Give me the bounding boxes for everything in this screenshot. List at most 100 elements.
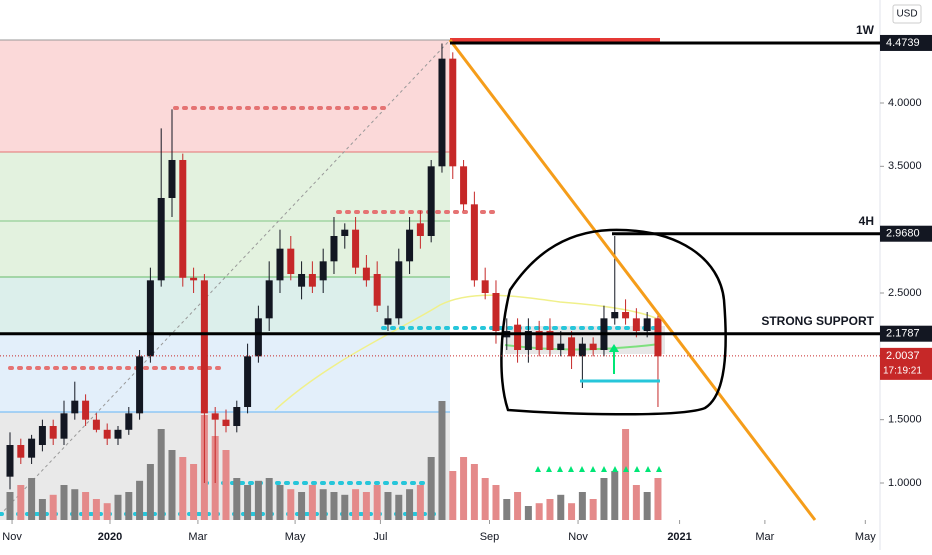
- volume-bar: [6, 492, 14, 520]
- volume-bar: [233, 478, 241, 520]
- level-annotation: 1W: [856, 23, 875, 37]
- volume-bar: [222, 450, 230, 520]
- candle-body: [395, 261, 403, 319]
- volume-bar: [319, 489, 327, 520]
- volume-bar: [362, 492, 370, 520]
- volume-bar: [49, 494, 57, 520]
- candle-body: [114, 429, 122, 439]
- volume-bar: [265, 478, 273, 520]
- volume-bar: [395, 494, 403, 520]
- candle-body: [319, 261, 327, 281]
- currency-box: [892, 4, 922, 24]
- y-tick-label: 3.5000: [888, 160, 922, 172]
- volume-bar: [492, 485, 500, 520]
- candle-body: [438, 58, 446, 167]
- volume-bar: [179, 457, 187, 520]
- candle-body: [168, 159, 176, 198]
- candle-body: [308, 273, 316, 287]
- candle-body: [654, 318, 662, 357]
- candle-body: [632, 318, 640, 332]
- level-annotation: 4H: [859, 214, 874, 228]
- volume-bar: [589, 499, 597, 520]
- volume-bar: [632, 485, 640, 520]
- volume-bar: [600, 478, 608, 520]
- volume-bar: [276, 485, 284, 520]
- highlight: [450, 38, 660, 42]
- volume-bar: [92, 499, 100, 520]
- volume-bar: [352, 489, 360, 520]
- candle-body: [406, 229, 414, 262]
- volume-bar: [514, 492, 522, 520]
- volume-bar: [546, 499, 554, 520]
- x-tick-label: 2020: [98, 531, 122, 543]
- candle-body: [92, 419, 100, 430]
- candle-body: [82, 400, 90, 420]
- volume-bar: [114, 494, 122, 520]
- last-price-label: 2.0037: [886, 350, 920, 362]
- candle-body: [449, 58, 457, 167]
- zone: [0, 40, 450, 152]
- volume-bar: [136, 480, 144, 520]
- y-tick-label: 4.0000: [888, 97, 922, 109]
- overlay: 4.0000 3.5000 2.5000 1.5000 1.0000 Nov 2020 Mar…: [0, 23, 932, 543]
- x-tick-label: May: [285, 531, 306, 543]
- x-tick-label: May: [855, 531, 876, 543]
- candle-body: [49, 426, 57, 439]
- volume-bar: [125, 492, 133, 520]
- volume-bar: [373, 485, 381, 520]
- candle-body: [514, 324, 522, 351]
- candle-body: [578, 343, 586, 357]
- price-label: 2.1787: [886, 328, 920, 340]
- volume-bar: [622, 429, 630, 520]
- volume-bar: [578, 492, 586, 520]
- volume-bar: [654, 478, 662, 520]
- candle-body: [384, 318, 392, 325]
- x-tick-label: Nov: [2, 531, 22, 543]
- candle-body: [589, 343, 597, 351]
- price-label-box: [880, 325, 932, 342]
- candle-body: [265, 280, 273, 319]
- candle-body: [179, 159, 187, 278]
- candle-body: [276, 248, 284, 281]
- candle-body: [233, 407, 241, 427]
- y-tick-label: 2.5000: [888, 287, 922, 299]
- candle-body: [28, 438, 36, 458]
- volume-bar: [524, 506, 532, 520]
- candle-body: [352, 229, 360, 268]
- volume-bar: [38, 499, 46, 520]
- x-tick-label: Mar: [188, 531, 207, 543]
- candle-body: [254, 318, 262, 357]
- x-tick-label: Sep: [480, 531, 500, 543]
- triangles: [535, 466, 662, 472]
- volume-bar: [503, 499, 511, 520]
- volume-bar: [643, 492, 651, 520]
- trend-line: [448, 39, 817, 521]
- x-tick-label: Mar: [755, 531, 774, 543]
- volume-bar: [384, 492, 392, 520]
- candle-body: [470, 204, 478, 281]
- candle-body: [481, 280, 489, 293]
- volume-bar: [287, 489, 295, 520]
- fib-zones: [0, 39, 451, 520]
- level-annotation: STRONG SUPPORT: [761, 314, 874, 328]
- volume-bar: [341, 494, 349, 520]
- candle-body: [524, 331, 532, 351]
- volume-bar: [427, 457, 435, 520]
- candle-body: [460, 166, 468, 205]
- volume-bar: [449, 471, 457, 520]
- volume-bar: [470, 464, 478, 520]
- x-tick-label: 2021: [667, 531, 691, 543]
- volume-bar: [460, 457, 468, 520]
- candle-body: [535, 331, 543, 351]
- volume-bar: [535, 503, 543, 520]
- volume-bar: [71, 489, 79, 520]
- price-label: 4.4739: [886, 37, 920, 49]
- volume-bar: [244, 485, 252, 520]
- candle-body: [287, 248, 295, 274]
- volume-bar: [17, 485, 25, 520]
- diagonal: [0, 39, 451, 516]
- price-label-box: [880, 225, 932, 242]
- arrow: [609, 344, 619, 374]
- volume-bar: [308, 485, 316, 520]
